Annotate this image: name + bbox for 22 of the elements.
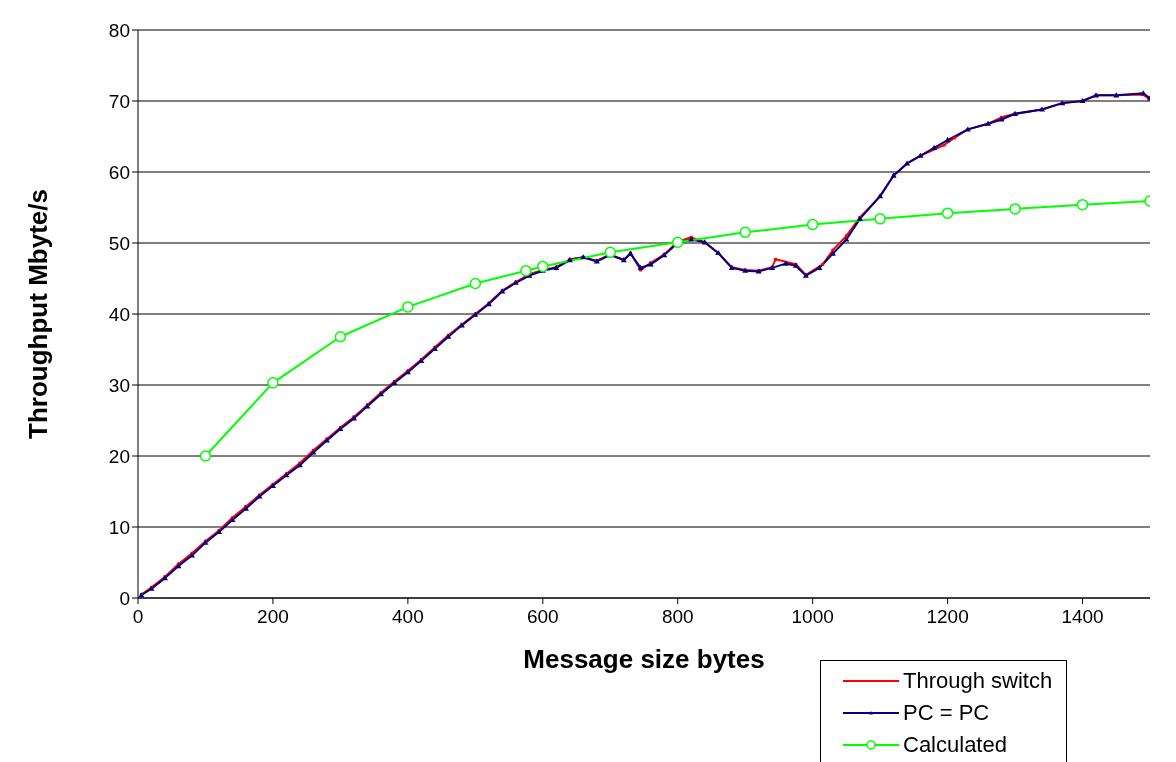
y-tick-label: 30 xyxy=(108,374,130,396)
x-tick-label: 1200 xyxy=(926,606,969,628)
y-tick-label: 50 xyxy=(108,232,130,254)
x-tick-label: 200 xyxy=(257,606,289,628)
x-tick-label: 1400 xyxy=(1061,606,1104,628)
y-tick-label: 70 xyxy=(108,90,130,112)
y-tick-label: 80 xyxy=(108,19,130,41)
x-axis-title: Message size bytes xyxy=(523,644,765,675)
y-tick-label: 10 xyxy=(108,516,130,538)
x-tick-label: 800 xyxy=(661,606,694,628)
legend-label: Through switch xyxy=(903,668,1053,694)
x-tick-label: 400 xyxy=(392,606,424,628)
y-axis-title: Throughput Mbyte/s xyxy=(23,189,54,439)
y-tick-label: 40 xyxy=(108,303,130,325)
y-tick-label: 60 xyxy=(108,161,130,183)
y-tick-label: 0 xyxy=(119,587,130,609)
x-tick-label: 0 xyxy=(132,606,144,628)
legend-label: PC = PC xyxy=(903,700,990,726)
x-tick-label: 1000 xyxy=(791,606,834,628)
y-tick-label: 20 xyxy=(108,445,130,467)
x-tick-label: 600 xyxy=(526,606,559,628)
legend-label: Calculated xyxy=(903,732,1007,758)
